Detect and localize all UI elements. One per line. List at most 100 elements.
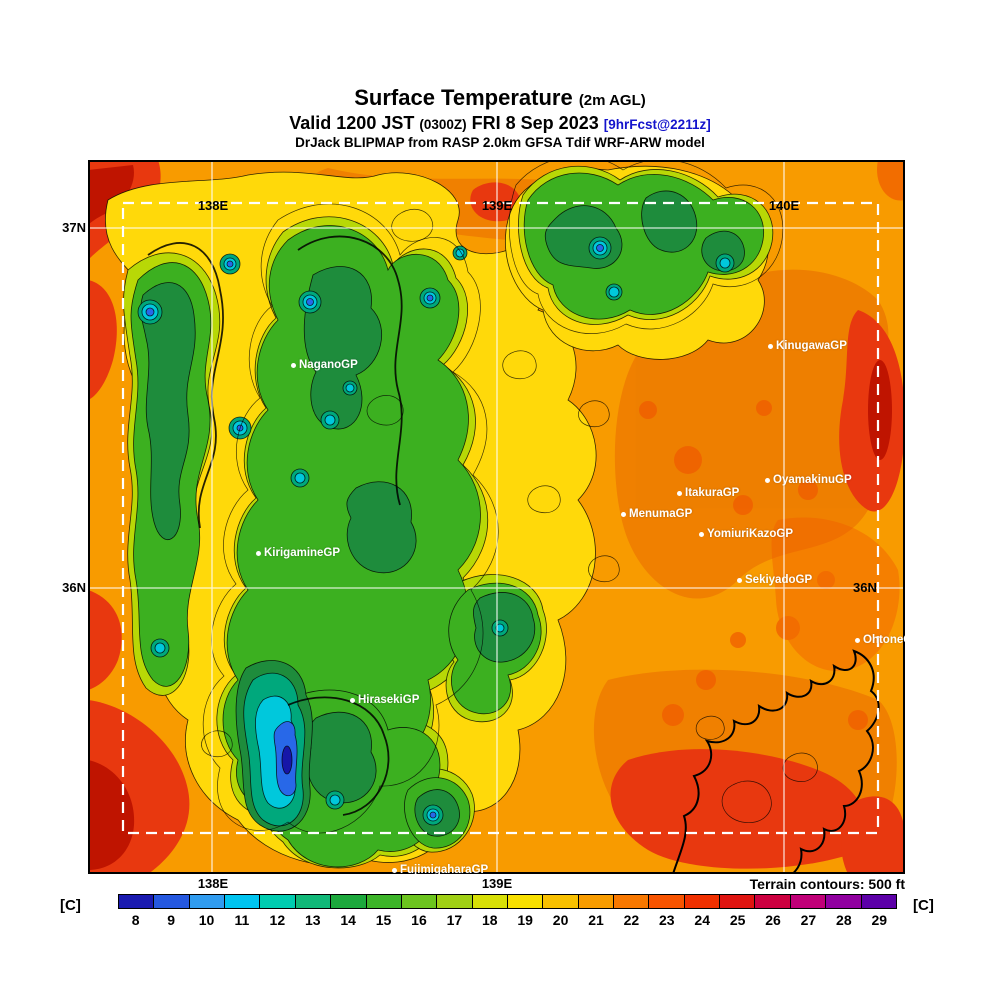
colorbar-tick: 23	[659, 912, 675, 928]
colorbar-tick: 9	[167, 912, 175, 928]
site-label: HirasekiGP	[358, 694, 420, 706]
valid-line: Valid 1200 JST (0300Z) FRI 8 Sep 2023 [9…	[0, 113, 1000, 135]
colorbar: 8 9 10 11 12 13 14 15 16 17 18 19 20 21 22 23 24 25 26 27 28…	[118, 894, 897, 928]
colorbar-cell	[861, 895, 896, 908]
grid-label: 140E	[768, 198, 800, 213]
grid-label: 139E	[481, 198, 513, 213]
terrain-contours-note: Terrain contours: 500 ft	[749, 876, 905, 892]
site-label: NaganoGP	[299, 359, 358, 371]
colorbar-cell	[649, 895, 685, 908]
site-marker: HirasekiGP	[350, 694, 419, 706]
colorbar-cell	[260, 895, 296, 908]
site-dot-icon	[392, 867, 397, 873]
grid-label: 138E	[197, 198, 229, 213]
colorbar-cell	[614, 895, 650, 908]
site-dot-icon	[291, 362, 296, 368]
model-line: DrJack BLIPMAP from RASP 2.0km GFSA Tdif…	[295, 135, 705, 150]
site-dot-icon	[699, 531, 704, 537]
colorbar-tick: 20	[552, 912, 569, 928]
colorbar-tick: 17	[446, 912, 463, 928]
site-marker: NaganoGP	[291, 359, 358, 371]
colorbar-tick: 21	[588, 912, 604, 928]
colorbar-unit-right: [C]	[913, 897, 934, 914]
colorbar-tick: 27	[800, 912, 817, 928]
colorbar-tick: 16	[411, 912, 427, 928]
colorbar-tick: 29	[871, 912, 888, 928]
colorbar-ticks: 8 9 10 11 12 13 14 15 16 17 18 19 20 21 22 23 24 25 26 27 28…	[118, 912, 897, 928]
colorbar-cell	[578, 895, 615, 908]
site-dot-icon	[737, 577, 742, 583]
grid-label: 36N	[853, 580, 877, 595]
site-marker: KinugawaGP	[768, 340, 847, 352]
site-dot-icon	[855, 637, 860, 643]
valid-date: FRI 8 Sep 2023	[471, 113, 599, 133]
grid-label: 138E	[197, 876, 229, 891]
colorbar-tick: 22	[623, 912, 640, 928]
site-marker: FujimigaharaGP	[392, 864, 488, 874]
site-dot-icon	[765, 477, 770, 483]
site-label: SekiyadoGP	[745, 574, 813, 586]
colorbar-cell	[720, 895, 756, 908]
colorbar-tick: 12	[269, 912, 286, 928]
colorbar-unit-left: [C]	[60, 897, 81, 914]
site-label: MenumaGP	[629, 508, 693, 520]
title-text: Surface Temperature	[354, 85, 573, 110]
colorbar-cell	[790, 895, 827, 908]
site-dot-icon	[768, 343, 773, 349]
colorbar-cell	[295, 895, 332, 908]
map: NaganoGP KinugawaGP OyamakinuGP ItakuraGP Me…	[88, 160, 905, 874]
colorbar-cell	[472, 895, 508, 908]
title-note: (2m AGL)	[578, 92, 646, 109]
valid-prefix: Valid 1200 JST	[289, 113, 415, 133]
colorbar-tick: 8	[131, 912, 140, 928]
colorbar-cell	[366, 895, 402, 908]
colorbar-cell	[154, 895, 190, 908]
site-label: KinugawaGP	[776, 340, 847, 352]
site-label: KirigamineGP	[264, 547, 341, 559]
colorbar-tick: 15	[375, 912, 392, 928]
header: Surface Temperature (2m AGL) Valid 1200 …	[0, 86, 1000, 151]
site-marker: SekiyadoGP	[737, 574, 812, 586]
colorbar-cell	[543, 895, 579, 908]
site-marker: OyamakinuGP	[765, 474, 852, 486]
site-label: YomiuriKazoGP	[707, 528, 794, 540]
site-marker: OhtoneGP	[855, 634, 905, 646]
colorbar-tick: 28	[836, 912, 852, 928]
site-marker: ItakuraGP	[677, 487, 739, 499]
grid-label: 37N	[62, 220, 86, 235]
colorbar-cell	[331, 895, 367, 908]
colorbar-tick: 18	[481, 912, 498, 928]
site-dot-icon	[677, 490, 682, 496]
page-title: Surface Temperature (2m AGL)	[0, 86, 1000, 113]
site-marker: KirigamineGP	[256, 547, 340, 559]
colorbar-tick: 25	[729, 912, 746, 928]
site-marker: MenumaGP	[621, 508, 692, 520]
site-dot-icon	[350, 697, 355, 703]
site-dot-icon	[256, 550, 261, 556]
forecast-note: [9hrFcst@2211z]	[603, 117, 711, 132]
site-layer: NaganoGP KinugawaGP OyamakinuGP ItakuraGP Me…	[88, 160, 905, 874]
grid-label: 36N	[62, 580, 86, 595]
colorbar-tick: 10	[198, 912, 215, 928]
colorbar-cell	[755, 895, 791, 908]
colorbar-tick: 26	[765, 912, 781, 928]
valid-zulu: (0300Z)	[419, 117, 467, 132]
site-label: ItakuraGP	[685, 487, 740, 499]
site-label: FujimigaharaGP	[400, 864, 489, 874]
colorbar-cell	[437, 895, 473, 908]
site-label: OhtoneGP	[863, 634, 905, 646]
site-label: OyamakinuGP	[773, 474, 852, 486]
colorbar-tick: 19	[517, 912, 533, 928]
colorbar-bar	[118, 894, 897, 909]
colorbar-cell	[225, 895, 261, 908]
temperature-map-svg	[88, 160, 905, 874]
colorbar-tick: 13	[304, 912, 321, 928]
colorbar-tick: 14	[340, 912, 356, 928]
colorbar-cell	[119, 895, 155, 908]
site-dot-icon	[621, 511, 626, 517]
colorbar-tick: 24	[694, 912, 710, 928]
colorbar-cell	[507, 895, 544, 908]
site-marker: YomiuriKazoGP	[699, 528, 793, 540]
grid-label: 139E	[481, 876, 513, 891]
